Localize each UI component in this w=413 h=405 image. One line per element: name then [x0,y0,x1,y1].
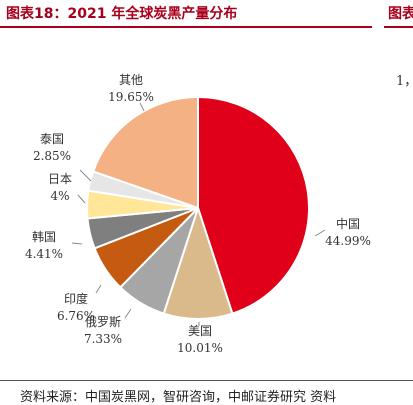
slice-value-label-5: 4% [50,189,69,203]
leader-line-0 [314,229,326,237]
title-underline-right [384,26,413,28]
footer-rule [0,380,413,381]
slice-value-label-7: 19.65% [108,90,154,104]
slice-name-label-7: 其他 [119,73,143,87]
slice-value-label-2: 7.33% [84,332,122,346]
pie-slice-7 [91,95,199,210]
leader-line-4 [71,242,83,245]
next-chart-title-clipped: 图表 [388,6,413,22]
right-panel-text-clipped: 1， [396,74,413,89]
slice-value-label-6: 2.85% [33,149,71,163]
slice-value-label-3: 6.76% [57,309,95,323]
leader-line-6 [79,169,92,182]
leader-line-5 [77,194,86,204]
slice-value-label-0: 44.99% [325,234,371,248]
slice-name-label-1: 美国 [188,324,212,338]
slice-name-label-2: 俄罗斯 [85,315,121,329]
chart-title: 图表18：2021 年全球炭黑产量分布 [6,6,238,22]
source-note: 资料来源：中国炭黑网，智研咨询，中邮证券研究 资料 [20,390,337,405]
leader-line-3 [95,284,102,294]
title-underline [0,26,372,28]
slice-value-label-4: 4.41% [25,247,63,261]
slice-name-label-0: 中国 [336,216,360,231]
leader-line-7 [139,102,145,112]
slice-name-label-6: 泰国 [40,132,64,146]
pie-slice-0 [197,95,311,315]
leader-line-2 [124,308,132,319]
slice-value-label-1: 10.01% [177,341,223,355]
slice-name-label-3: 印度 [64,291,88,306]
slice-name-label-5: 日本 [48,172,72,186]
slice-name-label-4: 韩国 [32,229,56,244]
